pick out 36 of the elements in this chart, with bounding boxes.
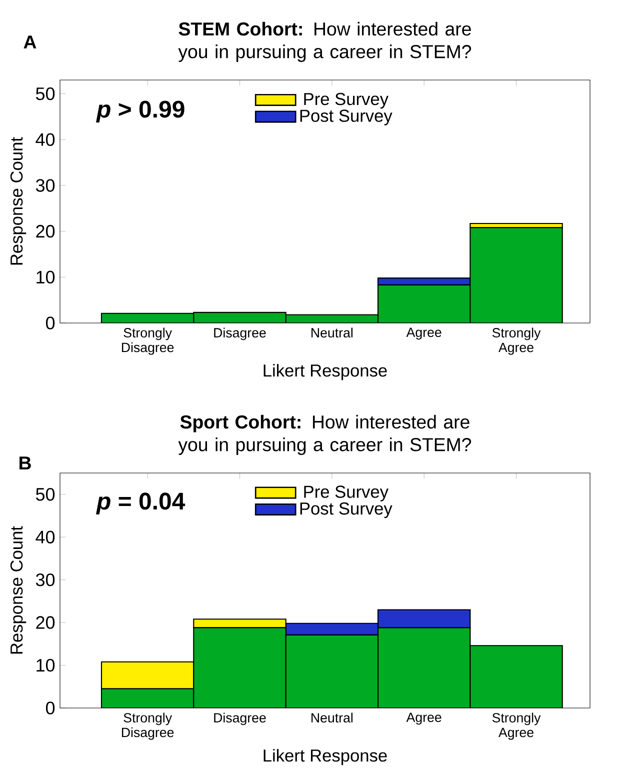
y-tick-label: 10 [36,658,55,672]
x-tick-label: Strongly Disagree [122,712,174,740]
x-tick-label: Neutral [312,712,353,722]
x-axis-title: Likert Response [264,364,387,380]
y-tick-label: 20 [36,616,55,629]
legend-label: Post Survey [300,502,392,518]
y-tick-label: 10 [36,270,55,284]
y-tick-label: 20 [36,224,55,238]
text: A [24,36,36,48]
x-tick-label: Strongly Disagree [122,328,174,355]
x-axis-title: Likert Response [264,748,387,766]
legend-label: Pre Survey [304,486,388,502]
y-tick-label: 30 [36,179,55,192]
y-tick-label: 0 [46,702,55,714]
x-tick-label: Agree [406,712,442,725]
text: B [20,456,31,470]
x-tick-label: Strongly Agree [492,712,541,740]
chart-title: Sport Cohort: How interested are you in pursuing a career in STEM? [178,414,472,455]
y-tick-label: 40 [36,530,55,544]
legend-label: Post Survey [300,110,392,126]
y-axis-title: Response Count [10,137,26,265]
x-tick-label: Disagree [214,712,266,726]
annotation: p > 0.99 [96,100,184,122]
y-tick-label: 50 [36,87,55,100]
legend-label: Pre Survey [304,92,388,109]
x-tick-label: Disagree [214,328,266,340]
chart-title: STEM Cohort: How interested are you in pursuing a career in STEM? [178,22,472,62]
x-tick-label: Strongly Agree [492,328,541,355]
y-tick-label: 30 [36,573,55,586]
x-tick-label: Agree [406,328,442,340]
y-tick-label: 40 [36,133,55,146]
x-tick-label: Neutral [312,328,353,338]
annotation: p = 0.04 [96,492,186,514]
y-axis-title: Response Count [10,526,26,654]
y-tick-label: 50 [36,488,55,501]
y-tick-label: 0 [46,316,55,330]
